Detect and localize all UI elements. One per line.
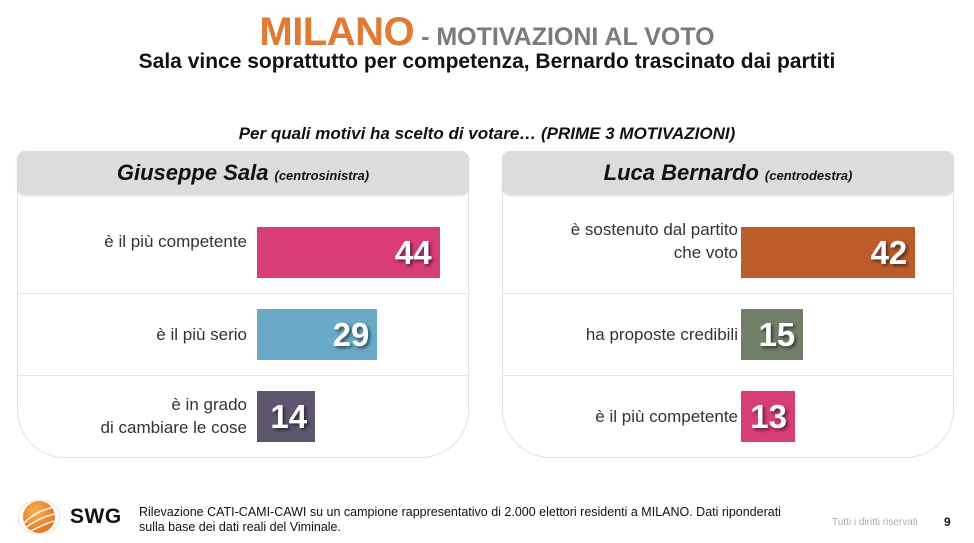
copyright-notice: Tutti i diritti riservati	[832, 517, 918, 528]
bar-category-label: è in grado di cambiare le cose	[100, 395, 247, 437]
bar: 15	[741, 309, 804, 360]
chart-row: è il più competente 13	[502, 375, 954, 456]
candidate-panel-bernardo: Luca Bernardo (centrodestra) è sostenuto…	[502, 151, 954, 458]
candidate-name: Giuseppe Sala	[116, 160, 269, 185]
bar-value-label: 14	[270, 397, 308, 435]
bar-category-label: è sostenuto dal partito che voto	[570, 220, 738, 262]
bar: 14	[257, 391, 316, 442]
survey-question: Per quali motivi ha scelto di votare… (P…	[238, 124, 736, 143]
title-city: MILANO	[259, 10, 415, 54]
logo-text: SWG	[70, 505, 122, 528]
candidate-coalition: (centrodestra)	[764, 168, 853, 183]
candidate-coalition: (centrosinistra)	[274, 168, 370, 183]
chart-row: è in grado di cambiare le cose 14	[17, 375, 469, 456]
bar-value-label: 42	[870, 233, 908, 271]
bar-category-label: è il più competente	[104, 231, 247, 251]
bar-category-label: ha proposte credibili	[585, 324, 738, 344]
candidate-panel-sala: Giuseppe Sala (centrosinistra) è il più …	[17, 151, 469, 458]
bar: 44	[257, 227, 440, 278]
bar-category-label: è il più serio	[156, 324, 247, 344]
page-title: MILANO - MOTIVAZIONI AL VOTO	[0, 10, 974, 55]
panel-header: Giuseppe Sala (centrosinistra)	[17, 151, 469, 195]
title-topic: - MOTIVAZIONI AL VOTO	[414, 23, 715, 51]
candidate-name: Luca Bernardo	[603, 160, 759, 185]
bar: 29	[257, 309, 378, 360]
bar-value-label: 13	[750, 397, 787, 435]
methodology-note: Rilevazione CATI-CAMI-CAWI su un campion…	[139, 505, 781, 534]
bar-value-label: 44	[394, 233, 432, 271]
bar: 13	[741, 391, 795, 442]
orange-globe-icon	[17, 499, 61, 535]
bar-value-label: 29	[332, 315, 370, 353]
page-subtitle: Sala vince soprattutto per competenza, B…	[138, 50, 836, 73]
bar-value-label: 15	[758, 315, 796, 353]
chart-row: è sostenuto dal partito che voto 42	[502, 211, 954, 291]
chart-row: è il più competente 44	[17, 211, 469, 291]
bar: 42	[741, 227, 916, 278]
chart-row: è il più serio 29	[17, 293, 469, 374]
panel-header: Luca Bernardo (centrodestra)	[502, 151, 954, 195]
swg-logo: SWG	[16, 497, 126, 537]
page-number: 9	[944, 515, 951, 529]
bar-category-label: è il più competente	[595, 406, 738, 426]
chart-row: ha proposte credibili 15	[502, 293, 954, 374]
